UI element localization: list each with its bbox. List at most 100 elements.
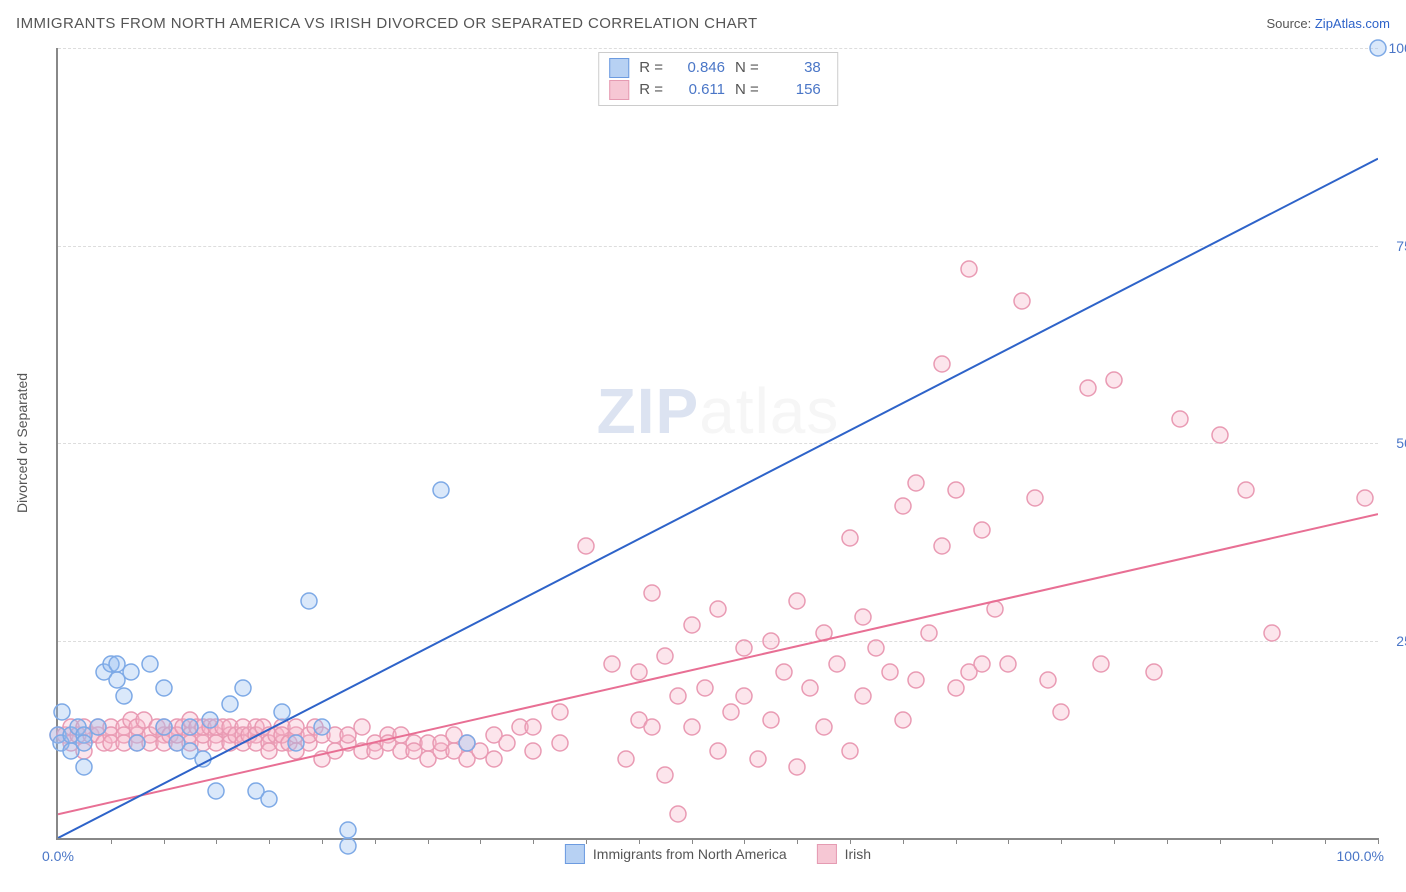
x-tick bbox=[1325, 838, 1326, 844]
data-point bbox=[313, 718, 331, 736]
source-label: Source: ZipAtlas.com bbox=[1266, 16, 1390, 31]
x-tick bbox=[1167, 838, 1168, 844]
data-point bbox=[458, 734, 476, 752]
data-point bbox=[485, 750, 503, 768]
data-point bbox=[524, 742, 542, 760]
data-point bbox=[683, 718, 701, 736]
y-tick-label: 100.0% bbox=[1389, 40, 1406, 56]
data-point bbox=[498, 734, 516, 752]
legend-swatch-pink bbox=[817, 844, 837, 864]
data-point bbox=[603, 655, 621, 673]
data-point bbox=[735, 687, 753, 705]
data-point bbox=[1356, 489, 1374, 507]
x-tick bbox=[1008, 838, 1009, 844]
data-point bbox=[788, 592, 806, 610]
data-point bbox=[194, 750, 212, 768]
data-point bbox=[933, 355, 951, 373]
data-point bbox=[841, 742, 859, 760]
x-tick bbox=[903, 838, 904, 844]
data-point bbox=[656, 766, 674, 784]
x-tick bbox=[111, 838, 112, 844]
data-point bbox=[762, 632, 780, 650]
data-point bbox=[75, 758, 93, 776]
data-point bbox=[1052, 703, 1070, 721]
data-point bbox=[432, 481, 450, 499]
source-link[interactable]: ZipAtlas.com bbox=[1315, 16, 1390, 31]
x-axis-max-label: 100.0% bbox=[1337, 848, 1384, 864]
data-point bbox=[1092, 655, 1110, 673]
data-point bbox=[815, 718, 833, 736]
data-point bbox=[577, 537, 595, 555]
grid-line bbox=[58, 246, 1378, 247]
data-point bbox=[775, 663, 793, 681]
x-tick bbox=[797, 838, 798, 844]
x-axis-min-label: 0.0% bbox=[42, 848, 74, 864]
data-point bbox=[128, 734, 146, 752]
data-point bbox=[287, 734, 305, 752]
data-point bbox=[894, 497, 912, 515]
x-tick bbox=[428, 838, 429, 844]
x-tick bbox=[744, 838, 745, 844]
chart-title: IMMIGRANTS FROM NORTH AMERICA VS IRISH D… bbox=[16, 15, 758, 32]
data-point bbox=[933, 537, 951, 555]
data-point bbox=[260, 790, 278, 808]
data-point bbox=[1263, 624, 1281, 642]
grid-line bbox=[58, 443, 1378, 444]
data-point bbox=[1039, 671, 1057, 689]
data-point bbox=[181, 718, 199, 736]
scatter-plot: ZIPatlas Divorced or Separated 0.0% 100.… bbox=[56, 48, 1378, 840]
data-point bbox=[551, 734, 569, 752]
data-point bbox=[300, 592, 318, 610]
data-point bbox=[907, 671, 925, 689]
x-tick bbox=[1114, 838, 1115, 844]
data-point bbox=[986, 600, 1004, 618]
data-point bbox=[828, 655, 846, 673]
swatch-blue bbox=[609, 58, 629, 78]
data-point bbox=[841, 529, 859, 547]
data-point bbox=[894, 711, 912, 729]
data-point bbox=[524, 718, 542, 736]
swatch-pink bbox=[609, 80, 629, 100]
legend-label-pink: Irish bbox=[845, 846, 871, 862]
data-point bbox=[722, 703, 740, 721]
data-point bbox=[643, 584, 661, 602]
data-point bbox=[709, 742, 727, 760]
data-point bbox=[1369, 39, 1387, 57]
data-point bbox=[234, 679, 252, 697]
data-point bbox=[815, 624, 833, 642]
bottom-legend: Immigrants from North America Irish bbox=[565, 844, 871, 864]
legend-label-blue: Immigrants from North America bbox=[593, 846, 787, 862]
data-point bbox=[122, 663, 140, 681]
grid-line bbox=[58, 641, 1378, 642]
data-point bbox=[75, 734, 93, 752]
grid-line bbox=[58, 48, 1378, 49]
stats-box: R = 0.846 N = 38 R = 0.611 N = 156 bbox=[598, 52, 838, 106]
x-tick bbox=[375, 838, 376, 844]
data-point bbox=[617, 750, 635, 768]
data-point bbox=[788, 758, 806, 776]
data-point bbox=[1079, 379, 1097, 397]
x-tick bbox=[1378, 838, 1379, 844]
x-tick bbox=[850, 838, 851, 844]
data-point bbox=[1211, 426, 1229, 444]
data-point bbox=[999, 655, 1017, 673]
y-axis-label: Divorced or Separated bbox=[14, 373, 30, 513]
data-point bbox=[1237, 481, 1255, 499]
y-tick-label: 75.0% bbox=[1396, 238, 1406, 254]
data-point bbox=[221, 695, 239, 713]
data-point bbox=[141, 655, 159, 673]
data-point bbox=[273, 703, 291, 721]
stats-row-pink: R = 0.611 N = 156 bbox=[609, 79, 821, 101]
x-tick bbox=[216, 838, 217, 844]
x-tick bbox=[1061, 838, 1062, 844]
data-point bbox=[920, 624, 938, 642]
x-tick bbox=[1272, 838, 1273, 844]
x-tick bbox=[480, 838, 481, 844]
x-tick bbox=[533, 838, 534, 844]
data-point bbox=[854, 608, 872, 626]
x-tick bbox=[164, 838, 165, 844]
data-point bbox=[669, 805, 687, 823]
x-tick bbox=[1220, 838, 1221, 844]
y-tick-label: 25.0% bbox=[1396, 633, 1406, 649]
data-point bbox=[907, 474, 925, 492]
